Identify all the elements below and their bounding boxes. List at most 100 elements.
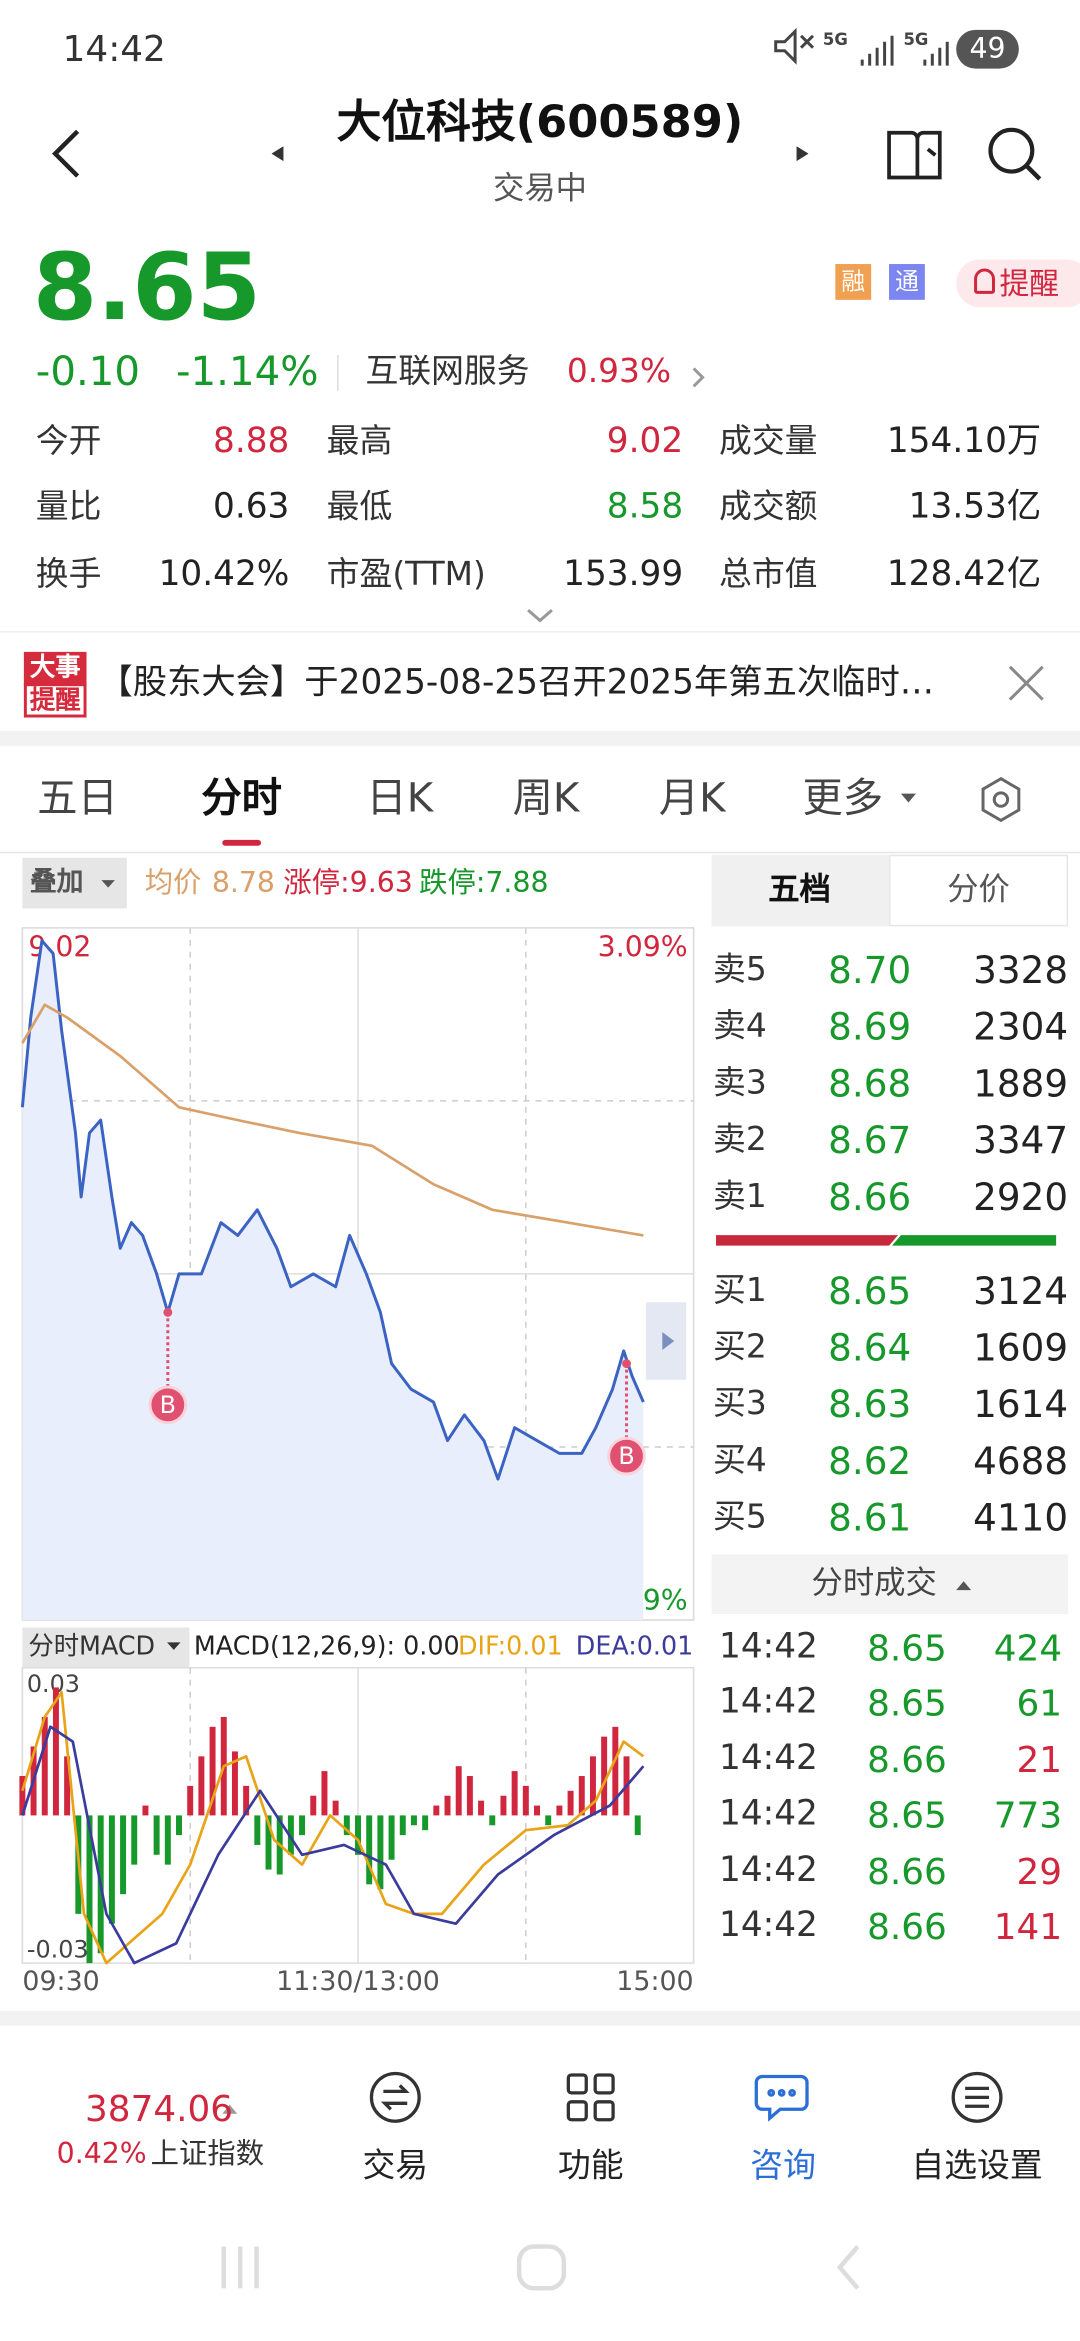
divider xyxy=(0,851,1080,854)
stat-label: 量比 xyxy=(35,488,102,527)
nav-item[interactable]: 交易 xyxy=(362,2147,429,2186)
macd-bar xyxy=(377,1815,384,1890)
close-news[interactable] xyxy=(1008,665,1044,701)
badge xyxy=(889,264,925,300)
book-level: 买2 xyxy=(713,1328,767,1367)
macd-bar xyxy=(198,1756,205,1816)
ratio-bar-asks xyxy=(716,1235,899,1246)
book-level: 卖5 xyxy=(713,951,767,989)
period-tab[interactable]: 日K xyxy=(366,775,434,822)
trades-title[interactable]: 分时成交 xyxy=(811,1565,937,1602)
trade-icon[interactable] xyxy=(369,2071,421,2123)
book-level: 卖3 xyxy=(713,1064,767,1103)
signal-icon xyxy=(860,35,894,66)
back-button[interactable] xyxy=(52,129,80,178)
expand-chevron[interactable] xyxy=(527,608,553,623)
index-caret xyxy=(222,2104,238,2114)
trade-time: 14:42 xyxy=(719,1851,818,1891)
overlay-caret xyxy=(101,880,115,888)
book-level: 买4 xyxy=(713,1442,767,1480)
macd-bar xyxy=(41,1716,48,1816)
indicator-button[interactable] xyxy=(22,1627,190,1668)
overlay-label[interactable]: 叠加 xyxy=(29,866,84,899)
book-price: 8.66 xyxy=(828,1175,912,1219)
y-tick-label: -0.03 xyxy=(27,1936,89,1964)
period-tab[interactable]: 周K xyxy=(512,775,580,822)
sector-change[interactable]: 0.93% xyxy=(566,353,672,391)
book-level: 卖1 xyxy=(713,1178,767,1216)
period-tab[interactable]: 月K xyxy=(658,775,726,822)
book-volume: 2304 xyxy=(973,1005,1069,1049)
macd-bar xyxy=(310,1795,317,1816)
order-tab[interactable]: 分价 xyxy=(947,871,1010,908)
search-button[interactable] xyxy=(988,127,1042,181)
intraday-chart[interactable]: 8.488.759.02-3.09%3.09%BB xyxy=(20,927,695,1621)
watchlist-settings-icon[interactable] xyxy=(951,2071,1003,2123)
recent-apps[interactable] xyxy=(221,2246,259,2289)
period-tab[interactable]: 五日 xyxy=(37,775,118,822)
indicator-label[interactable]: 分时MACD xyxy=(28,1631,156,1662)
nav-item[interactable]: 自选设置 xyxy=(911,2147,1043,2186)
book-volume: 3347 xyxy=(973,1118,1069,1163)
sector-arrow[interactable] xyxy=(692,367,705,388)
order-tab[interactable]: 五档 xyxy=(768,871,831,908)
trade-price: 8.65 xyxy=(867,1682,947,1724)
ratio-bar-bids xyxy=(892,1235,1057,1246)
book-volume: 1614 xyxy=(973,1382,1069,1427)
nav-item[interactable]: 功能 xyxy=(557,2147,624,2186)
macd-bar xyxy=(589,1756,596,1816)
news-text[interactable]: 【股东大会】于2025-08-25召开2025年第五次临时… xyxy=(98,664,935,703)
nav-item[interactable]: 咨询 xyxy=(750,2147,816,2186)
period-tab[interactable]: 分时 xyxy=(201,775,282,822)
dea-label: DEA:0.01 xyxy=(575,1631,694,1662)
alert-label[interactable]: 提醒 xyxy=(999,265,1060,302)
badge xyxy=(835,264,872,300)
macd-bar xyxy=(489,1815,496,1826)
y2-tick-label: 3.09% xyxy=(598,931,688,964)
price-change-pct: -1.14% xyxy=(176,348,319,396)
trade-volume: 29 xyxy=(1016,1850,1063,1893)
book-level: 买3 xyxy=(713,1385,767,1423)
macd-bar xyxy=(86,1815,93,1964)
prev-stock[interactable] xyxy=(271,146,284,162)
next-stock[interactable] xyxy=(796,146,809,162)
divider xyxy=(0,730,1080,746)
index-value[interactable]: 3874.06 xyxy=(85,2087,234,2130)
macd-bar xyxy=(433,1805,440,1816)
order-tab-bg[interactable] xyxy=(711,854,890,927)
macd-bar xyxy=(466,1776,473,1816)
macd-bar xyxy=(410,1815,417,1826)
macd-bar xyxy=(108,1815,115,1924)
period-tab[interactable]: 更多 xyxy=(802,775,884,822)
settings-button[interactable] xyxy=(981,776,1021,823)
macd-bar xyxy=(556,1805,563,1816)
macd-bar xyxy=(231,1751,238,1816)
stat-value: 0.63 xyxy=(212,488,290,527)
macd-bar xyxy=(187,1785,194,1816)
back-gesture[interactable] xyxy=(836,2245,860,2290)
book-price: 8.65 xyxy=(828,1269,912,1313)
limit-down: 跌停:7.88 xyxy=(419,866,549,899)
f10-button[interactable] xyxy=(887,130,942,180)
macd-bar xyxy=(254,1815,261,1845)
index-change[interactable]: 0.42% xyxy=(56,2137,147,2170)
trade-volume: 61 xyxy=(1016,1682,1063,1724)
trades-header-bg[interactable] xyxy=(711,1554,1069,1615)
battery-level: 49 xyxy=(969,32,1006,66)
order-tab-bg[interactable] xyxy=(889,854,1069,927)
sector-name[interactable]: 互联网服务 xyxy=(365,353,530,391)
avg-value: 8.78 xyxy=(211,866,275,899)
badge-label: 融 xyxy=(841,267,866,296)
macd-bar xyxy=(120,1815,127,1895)
index-name[interactable]: 上证指数 xyxy=(150,2137,265,2170)
divider xyxy=(0,2010,1080,2026)
home-button[interactable] xyxy=(516,2244,567,2291)
function-icon[interactable] xyxy=(566,2073,615,2122)
trade-time: 14:42 xyxy=(719,1794,818,1834)
macd-bar xyxy=(243,1785,250,1816)
news-tag: 提醒 xyxy=(29,685,81,716)
consult-icon[interactable] xyxy=(754,2074,809,2122)
macd-bar xyxy=(321,1771,328,1816)
